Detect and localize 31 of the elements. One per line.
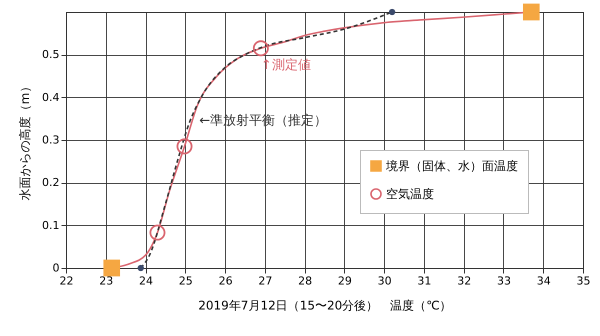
x-tick-label: 29	[338, 274, 352, 288]
y-tick-label: 0.2	[42, 176, 60, 190]
x-tick-label: 28	[298, 274, 312, 288]
point	[522, 4, 540, 20]
x-tick-label: 25	[178, 274, 193, 288]
x-tick-label: 26	[218, 274, 233, 288]
x-axis-title: 2019年7月12日（15〜20分後） 温度（℃）	[198, 298, 452, 312]
x-tick-label: 32	[457, 274, 472, 288]
x-tick-label: 34	[536, 274, 551, 288]
y-tick-label: 0	[52, 262, 60, 274]
x-tick-label: 22	[60, 274, 74, 288]
point	[252, 40, 269, 56]
y-tick-label: 0.1	[42, 218, 60, 232]
x-tick-label: 35	[576, 274, 590, 288]
x-tick-label: 23	[99, 274, 114, 288]
x-tick-label: 27	[258, 274, 272, 288]
point	[176, 138, 192, 154]
x-tick-label: 33	[496, 274, 511, 288]
point	[150, 224, 166, 241]
point	[103, 260, 120, 276]
y-axis-title: 水面からの高度（m）	[18, 80, 32, 200]
x-tick-label: 31	[417, 274, 432, 288]
legend-label: 空気温度	[386, 187, 434, 201]
x-tick-label: 24	[139, 274, 154, 288]
legend-label: 境界（固体、水）面温度	[385, 159, 518, 173]
x-tick-label: 30	[378, 274, 392, 288]
y-tick-label: 0.4	[42, 90, 60, 104]
y-tick-label: 0.5	[42, 48, 60, 62]
point	[138, 264, 144, 272]
point	[388, 8, 396, 16]
y-tick-label: 0.3	[42, 134, 60, 146]
